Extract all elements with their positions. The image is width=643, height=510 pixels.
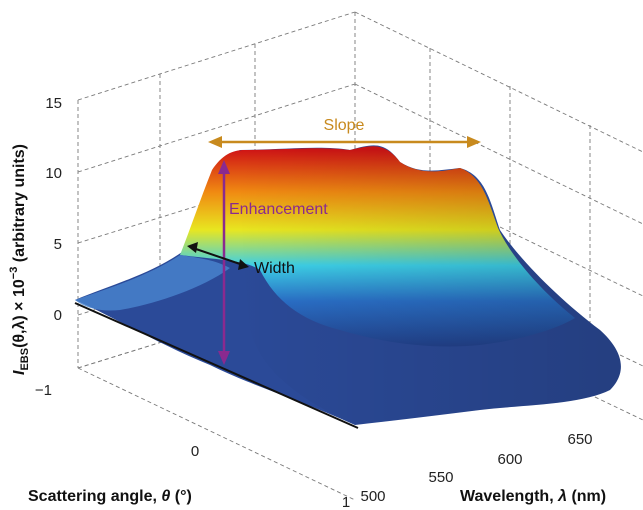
enhancement-annotation: Enhancement <box>218 160 328 365</box>
z-tick: 5 <box>54 236 62 253</box>
lambda-axis-title: Wavelength, λ (nm) <box>460 488 606 505</box>
surface-left-flank <box>75 255 230 311</box>
lambda-tick: 500 <box>360 488 385 505</box>
z-tick: −1 <box>35 382 52 399</box>
surface <box>75 145 621 425</box>
width-annotation: Width <box>187 242 295 277</box>
z-axis: −1 0 5 10 15 IEBS(θ,λ) × 10−3 (arbitrary… <box>8 95 62 399</box>
theta-axis: 0 1 Scattering angle, θ (°) <box>28 443 350 510</box>
width-label: Width <box>254 260 295 277</box>
front-edge <box>74 302 359 429</box>
theta-tick: 0 <box>191 443 199 460</box>
lambda-tick: 600 <box>497 451 522 468</box>
enhancement-label: Enhancement <box>229 201 328 218</box>
lambda-tick: 650 <box>567 431 592 448</box>
z-tick: 0 <box>54 307 62 324</box>
slope-annotation: Slope <box>208 117 481 148</box>
surface-shade <box>240 146 621 425</box>
z-tick: 15 <box>45 95 62 112</box>
theta-tick: 1 <box>342 494 350 510</box>
z-axis-title: IEBS(θ,λ) × 10−3 (arbitrary units) <box>8 144 31 375</box>
theta-axis-title: Scattering angle, θ (°) <box>28 488 192 505</box>
lambda-tick: 550 <box>428 469 453 486</box>
z-tick: 10 <box>45 165 62 182</box>
slope-label: Slope <box>324 117 365 134</box>
lambda-axis: 500 550 600 650 Wavelength, λ (nm) <box>360 431 606 505</box>
